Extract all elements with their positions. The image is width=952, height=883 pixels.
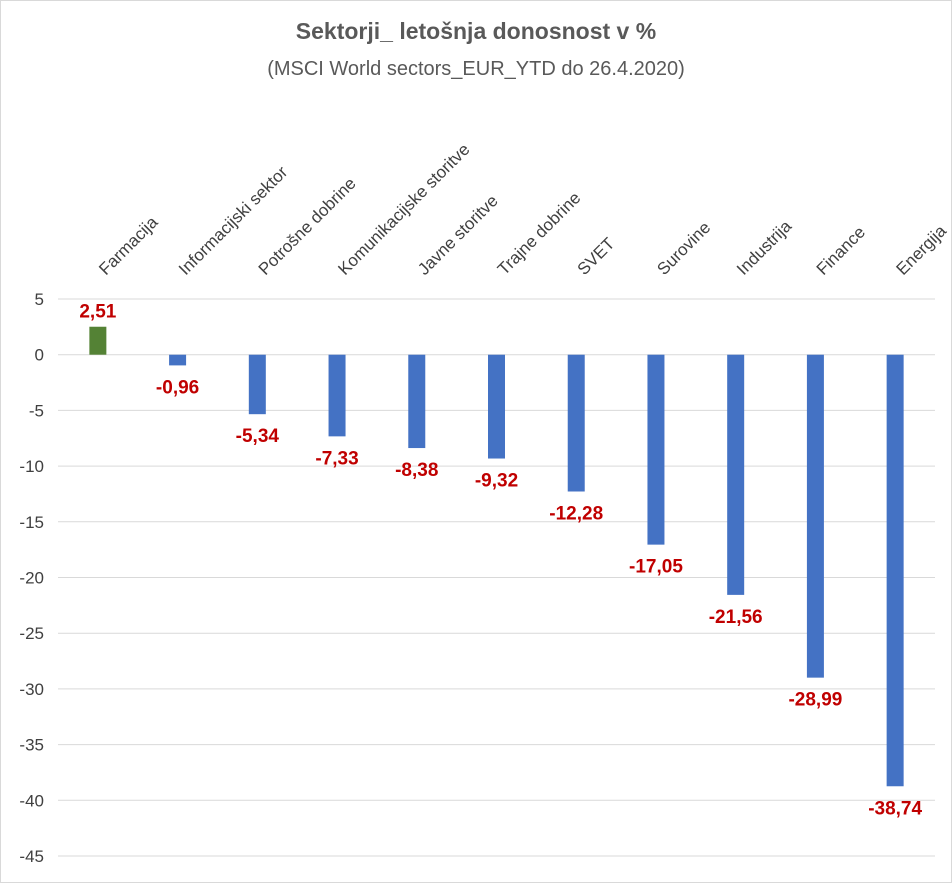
y-tick-label: -20 <box>19 569 44 588</box>
bar <box>89 326 107 355</box>
category-label: Farmacija <box>95 212 162 279</box>
category-label: Finance <box>813 223 869 279</box>
bar <box>806 354 824 678</box>
y-tick-label: -25 <box>19 624 44 643</box>
data-label: -5,34 <box>236 426 280 447</box>
y-tick-label: -40 <box>19 791 44 810</box>
data-label: -38,74 <box>868 798 922 819</box>
data-label: -28,99 <box>788 690 842 711</box>
data-labels: 2,51 -0,96 -5,34 -7,33 -8,38 -9,32 -12,28 -17,0… <box>79 302 922 820</box>
data-label: -9,32 <box>475 471 518 492</box>
data-label: -17,05 <box>629 557 683 578</box>
y-tick-label: -35 <box>19 736 44 755</box>
y-tick-label: 5 <box>35 290 44 309</box>
bar <box>169 354 187 366</box>
data-label: -21,56 <box>709 607 763 628</box>
chart-title: Sektorji_ letošnja donosnost v % <box>295 18 657 44</box>
y-tick-label: 0 <box>35 346 44 365</box>
bar <box>647 354 665 545</box>
data-label: -0,96 <box>156 377 199 398</box>
category-label: SVET <box>574 234 619 279</box>
y-tick-label: -45 <box>19 847 44 866</box>
bar <box>328 354 346 437</box>
category-label: Industrija <box>733 216 796 279</box>
y-axis-ticks: 5 0 -5 -10 -15 -20 -25 -30 -35 -40 -45 <box>19 290 44 866</box>
bar <box>408 354 426 449</box>
data-label: -12,28 <box>549 503 603 524</box>
bar <box>886 354 904 787</box>
data-label: 2,51 <box>79 302 116 323</box>
bar <box>488 354 505 459</box>
y-tick-label: -30 <box>19 680 44 699</box>
category-label: Surovine <box>653 218 714 279</box>
bars <box>89 326 904 787</box>
bar <box>248 354 266 415</box>
category-label: Javne storitve <box>414 191 502 279</box>
y-tick-label: -15 <box>19 513 44 532</box>
data-label: -7,33 <box>315 448 358 469</box>
bar <box>727 354 745 595</box>
gridlines <box>58 298 935 857</box>
y-tick-label: -10 <box>19 457 44 476</box>
category-label: Trajne dobrine <box>494 188 585 279</box>
bar <box>567 354 585 492</box>
chart-subtitle: (MSCI World sectors_EUR_YTD do 26.4.2020… <box>267 58 685 80</box>
category-label: Komunikacijske storitve <box>334 140 473 279</box>
data-label: -8,38 <box>395 460 438 481</box>
y-tick-label: -5 <box>29 401 44 420</box>
category-label: Energija <box>893 221 951 279</box>
